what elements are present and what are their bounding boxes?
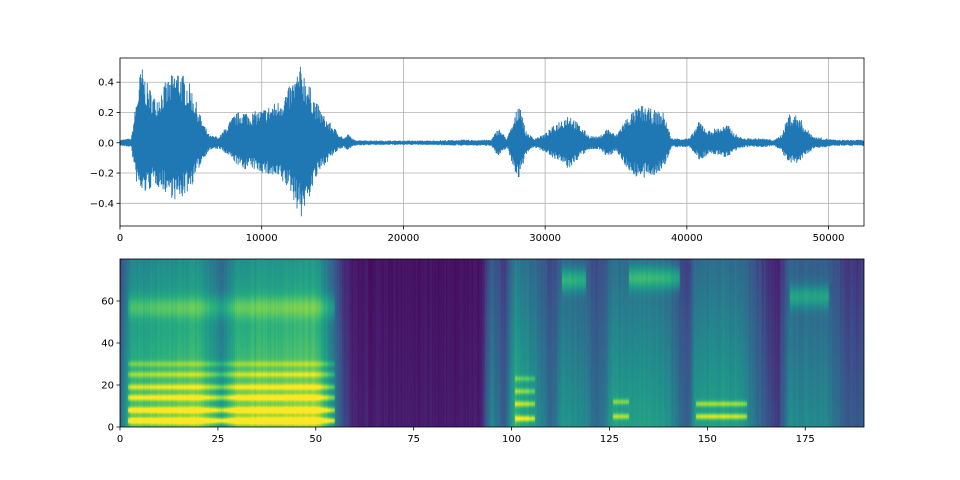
spectrogram-axes: 0 25 50 75 100 125 150 175 0 20 40 60 (101, 258, 865, 446)
waveform-axes: 0 10000 20000 30000 40000 50000 0.4 0.2 0.0 −0.2 −… (90, 57, 865, 244)
spectrogram-y-tick-label: 40 (101, 339, 114, 350)
spectrogram-x-tick-label: 25 (212, 434, 225, 445)
spectrogram-x-tick-label: 0 (117, 434, 123, 445)
waveform-y-tick-label: 0.2 (98, 108, 114, 119)
waveform-x-tick-label: 40000 (671, 233, 703, 244)
waveform-y-tick-label: 0.4 (98, 78, 114, 89)
waveform-line (120, 66, 864, 217)
spectrogram-image (120, 259, 864, 427)
spectrogram-x-tick-label: 50 (309, 434, 322, 445)
waveform-x-tick-label: 30000 (529, 233, 561, 244)
waveform-y-tick-label: −0.2 (90, 169, 114, 180)
spectrogram-y-tick-label: 20 (101, 381, 114, 392)
spectrogram-x-tick-label: 150 (698, 434, 717, 445)
waveform-x-tick-label: 0 (117, 233, 123, 244)
spectrogram-y-tick-label: 0 (108, 423, 114, 434)
waveform-x-tick-label: 20000 (388, 233, 420, 244)
spectrogram-x-tick-label: 100 (502, 434, 521, 445)
waveform-x-tick-label: 10000 (246, 233, 278, 244)
waveform-y-tick-label: 0.0 (98, 138, 114, 149)
waveform-y-tick-label: −0.4 (90, 199, 114, 210)
spectrogram-y-tick-label: 60 (101, 297, 114, 308)
spectrogram-frame (119, 258, 865, 428)
spectrogram-x-tick-label: 175 (796, 434, 815, 445)
spectrogram-x-tick-label: 125 (600, 434, 619, 445)
spectrogram-x-tick-label: 75 (407, 434, 420, 445)
waveform-frame (119, 57, 865, 227)
waveform-ticks: 0 10000 20000 30000 40000 50000 0.4 0.2 0.0 −0.2 −… (90, 78, 845, 244)
spectrogram-image-container (120, 259, 864, 427)
waveform-x-tick-label: 50000 (813, 233, 845, 244)
spectrogram-ticks: 0 25 50 75 100 125 150 175 0 20 40 60 (101, 297, 815, 446)
